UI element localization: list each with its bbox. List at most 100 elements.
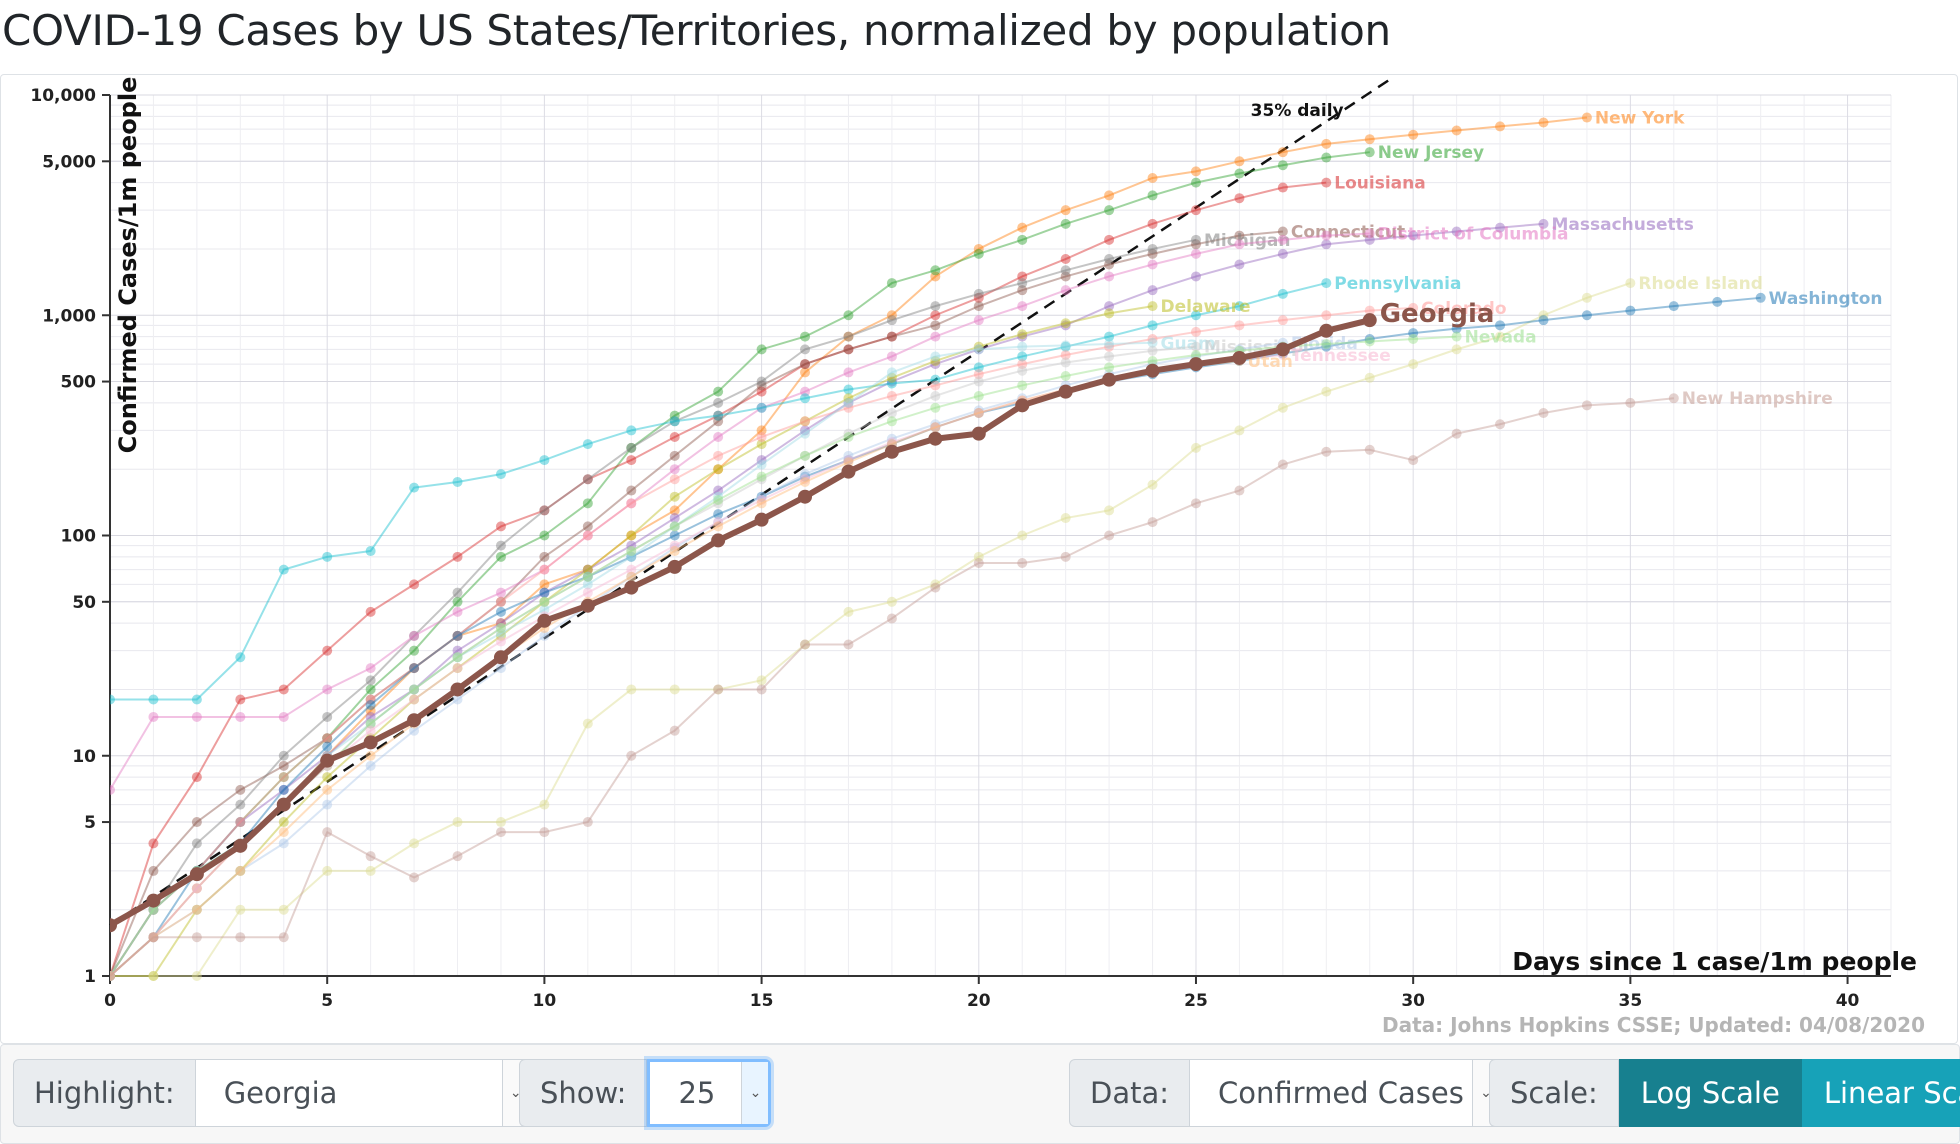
data-point: [884, 444, 899, 459]
highlight-select[interactable]: Georgia ⌄: [195, 1059, 530, 1127]
data-point: [1104, 271, 1115, 282]
data-point: [110, 971, 115, 981]
series-label-michigan: Michigan: [1204, 231, 1291, 251]
data-point: [1451, 344, 1462, 355]
data-point: [843, 432, 854, 443]
data-point: [582, 564, 593, 575]
data-point: [365, 851, 376, 862]
data-point: [1190, 248, 1201, 259]
data-point: [1277, 234, 1288, 245]
data-point: [1190, 271, 1201, 282]
data-point: [539, 564, 550, 575]
data-point: [1190, 166, 1201, 177]
data-point: [191, 904, 202, 915]
data-point: [1060, 513, 1071, 524]
data-point: [1321, 339, 1332, 350]
data-point: [539, 596, 550, 607]
data-point: [1017, 530, 1028, 541]
data-point: [841, 464, 856, 479]
data-point: [363, 735, 378, 750]
linear-scale-button[interactable]: Linear Scale: [1801, 1059, 1960, 1127]
data-point: [624, 580, 639, 595]
data-point: [539, 799, 550, 810]
data-point: [148, 904, 159, 915]
data-point: [800, 428, 811, 439]
data-point: [1277, 315, 1288, 326]
data-point: [756, 402, 767, 413]
data-point: [713, 684, 724, 695]
data-point: [626, 498, 637, 509]
data-point: [1190, 349, 1201, 360]
data-point: [1581, 112, 1592, 123]
data-point: [886, 331, 897, 342]
data-point: [713, 410, 724, 421]
log-scale-button[interactable]: Log Scale: [1618, 1059, 1802, 1127]
show-label: Show:: [519, 1059, 648, 1127]
series-district-of-columbia: District of Columbia: [110, 225, 1569, 795]
data-point: [409, 645, 420, 656]
data-select[interactable]: Confirmed Cases ⌄: [1190, 1059, 1501, 1127]
data-point: [409, 663, 420, 674]
data-point: [973, 243, 984, 254]
data-point: [1668, 393, 1679, 404]
data-point: [148, 932, 159, 943]
data-point: [973, 248, 984, 259]
data-point: [1104, 339, 1115, 350]
data-point: [235, 865, 246, 876]
data-point: [110, 971, 115, 981]
data-point: [495, 827, 506, 838]
data-point: [1104, 362, 1115, 373]
data-point: [1538, 407, 1549, 418]
data-point: [713, 416, 724, 427]
data-point: [626, 498, 637, 509]
data-point: [148, 932, 159, 943]
data-point: [1190, 498, 1201, 509]
data-point: [1364, 147, 1375, 158]
data-point: [110, 971, 115, 981]
data-point: [1104, 351, 1115, 362]
data-point: [669, 474, 680, 485]
data-point: [582, 474, 593, 485]
data-point: [973, 376, 984, 387]
data-point: [800, 416, 811, 427]
data-point: [711, 533, 726, 548]
page-title: COVID-19 Cases by US States/Territories,…: [2, 6, 1391, 55]
data-point: [756, 376, 767, 387]
data-point: [539, 587, 550, 598]
series-line-tennessee: [110, 354, 1283, 977]
series-line-washington: [110, 296, 1761, 977]
data-point: [191, 883, 202, 894]
data-point: [1668, 301, 1679, 312]
highlight-label: Highlight:: [13, 1059, 196, 1127]
data-point: [110, 971, 115, 981]
data-point: [365, 663, 376, 674]
data-point: [365, 675, 376, 686]
data-point: [754, 512, 769, 527]
data-control: Data: Confirmed Cases ⌄: [1069, 1059, 1501, 1127]
series-label-district-of-columbia: District of Columbia: [1378, 225, 1569, 245]
data-point: [582, 530, 593, 541]
data-point: [1451, 428, 1462, 439]
data-point: [110, 784, 115, 795]
data-point: [1104, 259, 1115, 270]
data-point: [971, 426, 986, 441]
data-point: [452, 476, 463, 487]
data-point: [800, 471, 811, 482]
data-point: [1321, 239, 1332, 250]
data-point: [1321, 341, 1332, 352]
show-select[interactable]: 25 ⌄: [647, 1059, 772, 1127]
data-point: [365, 865, 376, 876]
data-point: [1581, 310, 1592, 321]
scale-control: Scale: Log Scale Linear Scale: [1489, 1059, 1960, 1127]
data-point: [495, 623, 506, 634]
y-tick-label: 100: [61, 527, 97, 547]
data-point: [148, 932, 159, 943]
data-point: [843, 367, 854, 378]
data-point: [148, 904, 159, 915]
data-point: [148, 904, 159, 915]
data-point: [1408, 359, 1419, 370]
data-point: [930, 310, 941, 321]
data-point: [409, 684, 420, 695]
data-point: [539, 827, 550, 838]
